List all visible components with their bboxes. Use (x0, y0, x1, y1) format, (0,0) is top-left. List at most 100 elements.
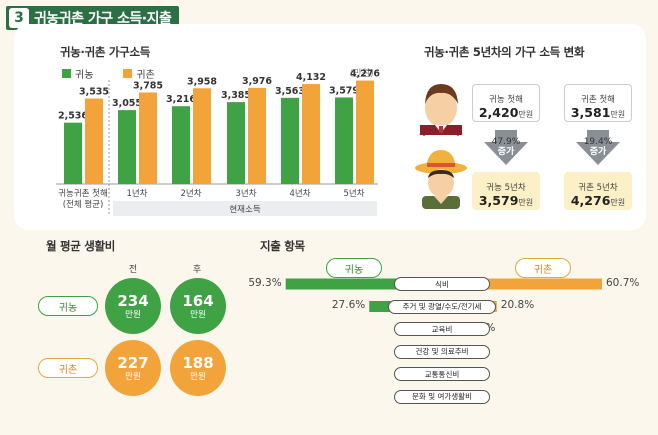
category-label-0: (전체 평균) (63, 199, 104, 210)
expense-farm-pill: 귀농 (326, 258, 382, 278)
rural-after-value: 188 (182, 353, 214, 372)
farm-after-unit: 만원 (190, 309, 206, 320)
income-unit: (만원) (350, 69, 374, 79)
rural-fifth-unit: 만원 (610, 198, 626, 207)
expense-bar-farm-0 (285, 278, 442, 290)
expense-pct-rural-0: 60.7% (606, 276, 640, 289)
section-title: 귀농귀촌 가구 소득·지출 (34, 11, 172, 27)
farm-after-circle: 164 만원 (170, 278, 226, 334)
expense-rural-pill: 귀촌 (515, 258, 571, 278)
farm-increase-arrow-icon (484, 130, 528, 165)
current-income-band (113, 201, 377, 216)
living-farm-pill: 귀농 (38, 296, 98, 316)
expense-category-3: 건강 및 의료추비 (394, 344, 490, 359)
before-header: 전 (128, 265, 138, 275)
farm-fifth-value: 3,579 (478, 193, 519, 208)
category-label-5: 5년차 (343, 188, 364, 199)
category-label-2: 2년차 (180, 188, 201, 199)
living-rural-pill: 귀촌 (38, 358, 98, 378)
expense-pct-rural-1: 20.8% (500, 299, 535, 311)
expense-pct-farm-1: 27.6% (331, 299, 366, 311)
bar-rural-5 (356, 80, 374, 184)
woman-farmer-avatar-icon (415, 150, 467, 209)
expense-category-1: 주거 및 광열/수도/전기세 (388, 299, 496, 314)
rural-after-circle: 188 만원 (170, 340, 226, 396)
rural-first-value: 3,581 (570, 105, 611, 120)
bar-farm-3 (227, 102, 245, 184)
farm-before-unit: 만원 (125, 309, 141, 320)
farm-fifth-year-box: 귀농 5년차 3,579만원 (472, 172, 540, 210)
bar-rural-4 (302, 84, 320, 184)
rural-fifth-label: 귀촌 5년차 (578, 183, 618, 193)
category-label-0: 귀농귀촌 첫해 (58, 188, 108, 199)
expense-category-5: 문화 및 여가생활비 (394, 389, 490, 404)
bar-label-rural-2: 3,958 (187, 76, 217, 87)
bar-label-farm-3: 3,385 (221, 90, 251, 101)
bar-farm-2 (172, 106, 190, 184)
rural-after-unit: 만원 (190, 371, 206, 382)
farm-first-label: 귀농 첫해 (489, 95, 523, 105)
living-title: 월 평균 생활비 (46, 239, 116, 253)
bar-label-farm-4: 3,563 (275, 86, 305, 97)
income-chart-title: 귀농·귀촌 가구소득 (60, 45, 151, 59)
category-label-4: 4년차 (289, 188, 310, 199)
bar-rural-2 (193, 88, 211, 184)
expense-title: 지출 항목 (260, 239, 305, 253)
farm-increase-rate: 47.9% (491, 137, 521, 147)
change-title: 귀농·귀촌 5년차의 가구 소득 변화 (424, 45, 585, 59)
bar-farm-1 (118, 110, 136, 184)
rural-increase-text: 19.4% 증가 (573, 137, 623, 157)
farm-before-circle: 234 만원 (105, 278, 161, 334)
legend-swatch-farm (62, 69, 71, 78)
category-label-1: 1년차 (126, 188, 147, 199)
bar-farm-4 (281, 97, 299, 184)
current-income-label: 현재소득 (229, 205, 260, 215)
farm-first-unit: 만원 (518, 110, 534, 119)
income-legend: 귀농 귀촌 (62, 66, 155, 81)
expense-category-4: 교통통신비 (394, 367, 490, 381)
bar-label-rural-5: 4,276 (350, 69, 380, 80)
farm-increase-text: 47.9% 증가 (481, 137, 531, 157)
farm-after-value: 164 (182, 291, 214, 310)
section-number: 3 (9, 8, 29, 28)
farm-fifth-unit: 만원 (518, 198, 534, 207)
farm-first-value: 2,420 (478, 105, 519, 120)
bar-farm-0 (64, 122, 82, 184)
bar-label-farm-2: 3,216 (166, 94, 196, 105)
expense-category-0: 식비 (394, 277, 490, 291)
bar-farm-5 (335, 97, 353, 184)
expense-category-2: 교육비 (394, 322, 490, 336)
expense-bar-rural-0 (442, 278, 602, 290)
farm-first-year-box: 귀농 첫해 2,420만원 (472, 84, 540, 122)
bar-rural-1 (139, 92, 157, 184)
rural-before-unit: 만원 (125, 371, 141, 382)
bar-label-rural-0: 3,535 (79, 87, 109, 98)
expense-pct-farm-0: 59.3% (248, 276, 282, 289)
bar-label-farm-0: 2,536 (58, 111, 88, 122)
farm-increase-word: 증가 (497, 147, 515, 157)
rural-first-label: 귀촌 첫해 (581, 95, 615, 105)
rural-first-unit: 만원 (610, 110, 626, 119)
category-label-3: 3년차 (235, 188, 256, 199)
farm-before-value: 234 (117, 291, 149, 310)
farm-fifth-label: 귀농 5년차 (486, 183, 526, 193)
bar-rural-0 (85, 98, 103, 184)
rural-before-circle: 227 만원 (105, 340, 161, 396)
bar-label-rural-1: 3,785 (133, 80, 163, 91)
rural-before-value: 227 (117, 353, 149, 372)
bar-rural-3 (248, 87, 266, 184)
rural-first-year-box: 귀촌 첫해 3,581만원 (564, 84, 632, 122)
rural-increase-word: 증가 (589, 147, 607, 157)
rural-fifth-value: 4,276 (570, 193, 611, 208)
bar-label-farm-5: 3,579 (329, 85, 359, 96)
rural-increase-rate: 19.4% (583, 137, 613, 147)
rural-increase-arrow-icon (576, 130, 620, 165)
bar-label-rural-3: 3,976 (242, 76, 272, 87)
after-header: 후 (192, 265, 202, 275)
legend-label-rural: 귀촌 (136, 70, 155, 81)
rural-fifth-year-box: 귀촌 5년차 4,276만원 (564, 172, 632, 210)
